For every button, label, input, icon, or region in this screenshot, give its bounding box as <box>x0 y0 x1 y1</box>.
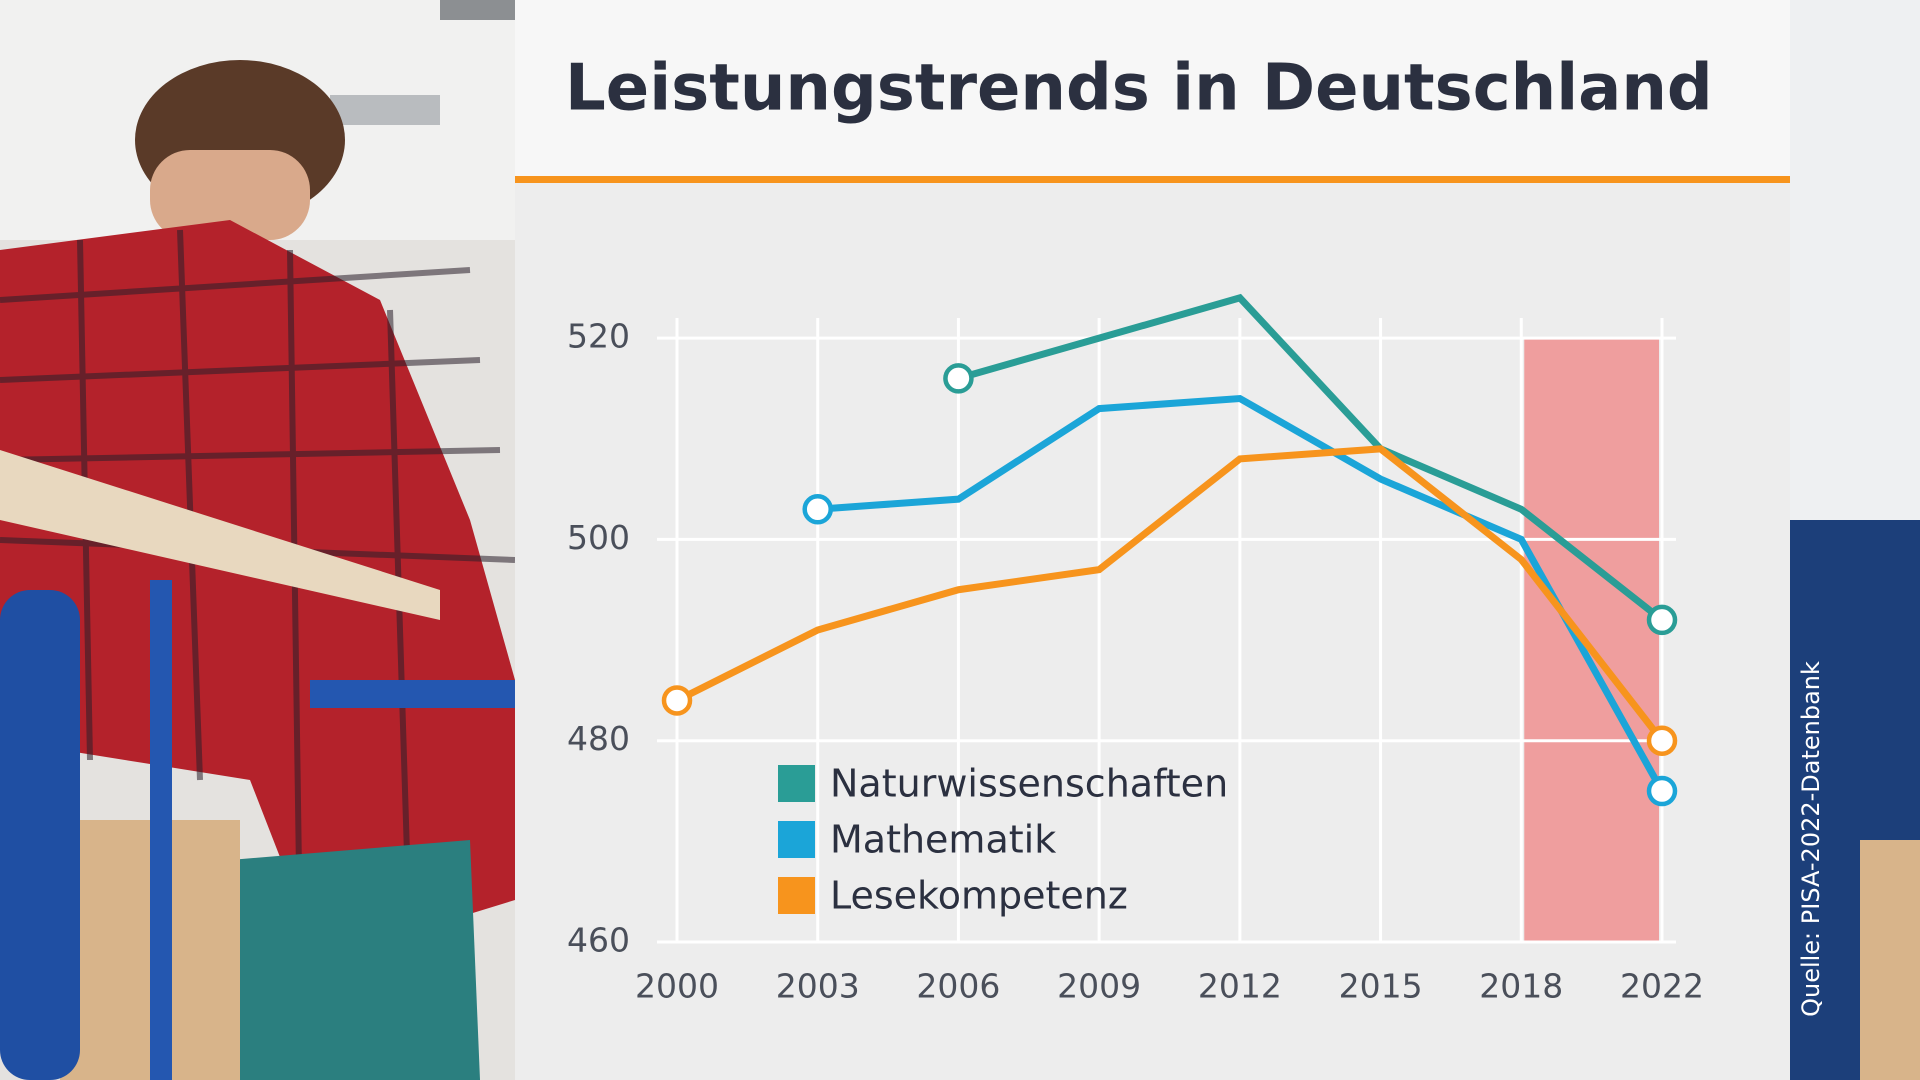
legend-label: Naturwissenschaften <box>830 762 1228 806</box>
y-tick-label: 500 <box>567 518 630 557</box>
data-line <box>675 445 1665 743</box>
source-note: Quelle: PISA-2022-Datenbank <box>1797 661 1825 1017</box>
legend-label: Mathematik <box>830 818 1056 862</box>
endpoint-marker <box>1646 604 1678 636</box>
data-line <box>817 394 1666 793</box>
title-rule <box>515 176 1790 183</box>
chart-title: Leistungstrends in Deutschland <box>565 52 1713 126</box>
x-tick-label: 2006 <box>916 967 1000 1006</box>
legend-swatch <box>778 877 815 914</box>
x-tick-label: 2015 <box>1339 967 1423 1006</box>
y-tick-label: 460 <box>567 921 630 960</box>
endpoint-marker <box>661 685 693 716</box>
x-tick-label: 2022 <box>1620 967 1704 1006</box>
x-tick-label: 2018 <box>1479 967 1563 1006</box>
highlight-band <box>1524 338 1659 942</box>
x-tick-label: 2009 <box>1057 967 1141 1006</box>
endpoint-marker <box>1646 725 1678 756</box>
y-tick-label: 480 <box>567 719 630 758</box>
x-tick-label: 2003 <box>776 967 860 1006</box>
endpoint-marker <box>1646 775 1678 807</box>
x-tick-label: 2000 <box>635 967 719 1006</box>
legend-swatch <box>778 821 815 858</box>
endpoint-marker <box>802 493 833 525</box>
plot: 460 480 500 520 2000 2003 2006 2009 2012 2015 2018… <box>567 293 1704 1006</box>
background-photo <box>0 0 516 1080</box>
legend-swatch <box>778 765 815 802</box>
y-tick-label: 520 <box>567 317 630 356</box>
endpoint-marker <box>943 363 974 394</box>
data-line <box>957 293 1665 623</box>
x-tick-label: 2012 <box>1198 967 1282 1006</box>
background-strip <box>1790 0 1920 1080</box>
title-area <box>515 0 1790 179</box>
legend-label: Lesekompetenz <box>830 874 1128 918</box>
